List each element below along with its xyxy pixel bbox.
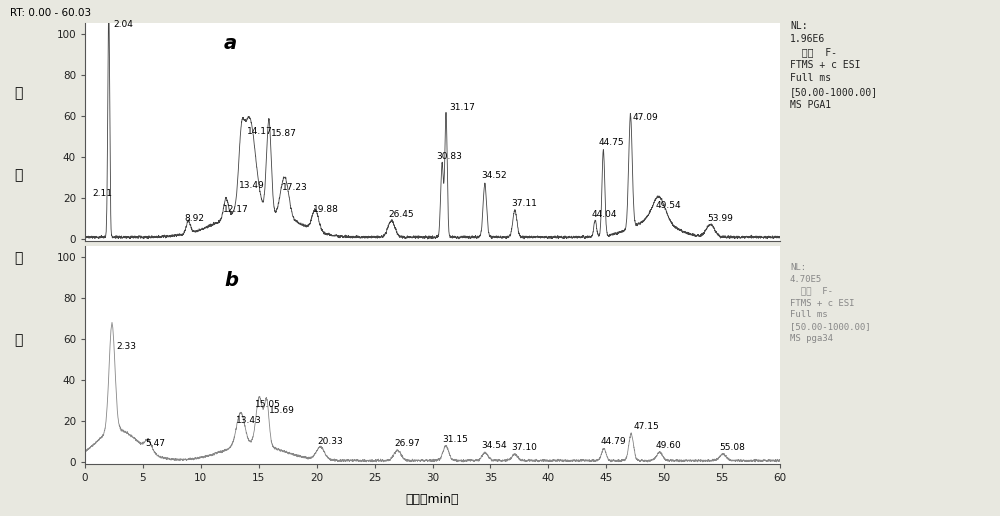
Text: 19.88: 19.88 <box>313 205 339 215</box>
Text: 34.54: 34.54 <box>482 441 507 450</box>
Text: 15.87: 15.87 <box>271 130 297 138</box>
Text: 8.92: 8.92 <box>185 214 205 223</box>
Text: 31.17: 31.17 <box>450 103 475 111</box>
Text: NL:
4.70E5
  基峰  F-
FTMS + c ESI
Full ms
[50.00-1000.00]
MS pga34: NL: 4.70E5 基峰 F- FTMS + c ESI Full ms [5… <box>790 263 871 343</box>
Text: 30.83: 30.83 <box>436 152 462 161</box>
Text: 对: 对 <box>14 168 22 183</box>
Text: 44.04: 44.04 <box>592 209 617 219</box>
Text: 5.47: 5.47 <box>145 439 165 448</box>
Text: 相: 相 <box>14 86 22 100</box>
Text: 丰: 丰 <box>14 251 22 265</box>
Text: 37.11: 37.11 <box>511 199 537 208</box>
Text: RT: 0.00 - 60.03: RT: 0.00 - 60.03 <box>10 8 91 18</box>
Text: 20.33: 20.33 <box>317 437 343 446</box>
Text: 31.15: 31.15 <box>442 435 468 444</box>
Text: 49.54: 49.54 <box>655 201 681 211</box>
Text: 37.10: 37.10 <box>511 443 537 452</box>
Text: 度: 度 <box>14 333 22 348</box>
Text: 34.52: 34.52 <box>481 170 507 180</box>
Text: 时间（min）: 时间（min） <box>406 493 459 506</box>
Text: 47.09: 47.09 <box>633 113 659 122</box>
Text: 47.15: 47.15 <box>633 423 659 431</box>
Text: 15.05: 15.05 <box>255 400 281 409</box>
Text: 13.49: 13.49 <box>239 181 265 190</box>
Text: a: a <box>224 35 237 53</box>
Text: 15.69: 15.69 <box>269 406 295 415</box>
Text: 44.75: 44.75 <box>599 138 624 147</box>
Text: 55.08: 55.08 <box>720 443 745 452</box>
Text: 26.45: 26.45 <box>388 209 414 219</box>
Text: 49.60: 49.60 <box>656 441 682 450</box>
Text: 12.17: 12.17 <box>222 205 248 215</box>
Text: 14.17: 14.17 <box>247 127 273 136</box>
Text: 44.79: 44.79 <box>600 437 626 446</box>
Text: 2.11: 2.11 <box>92 189 112 198</box>
Text: 17.23: 17.23 <box>282 183 308 192</box>
Text: 2.04: 2.04 <box>113 21 133 29</box>
Text: NL:
1.96E6
  基峰  F-
FTMS + c ESI
Full ms
[50.00-1000.00]
MS PGA1: NL: 1.96E6 基峰 F- FTMS + c ESI Full ms [5… <box>790 21 878 110</box>
Text: 53.99: 53.99 <box>707 214 733 223</box>
Text: 2.33: 2.33 <box>117 342 137 351</box>
Text: 13.43: 13.43 <box>236 416 262 425</box>
Text: 26.97: 26.97 <box>394 439 420 448</box>
Text: b: b <box>224 270 238 289</box>
